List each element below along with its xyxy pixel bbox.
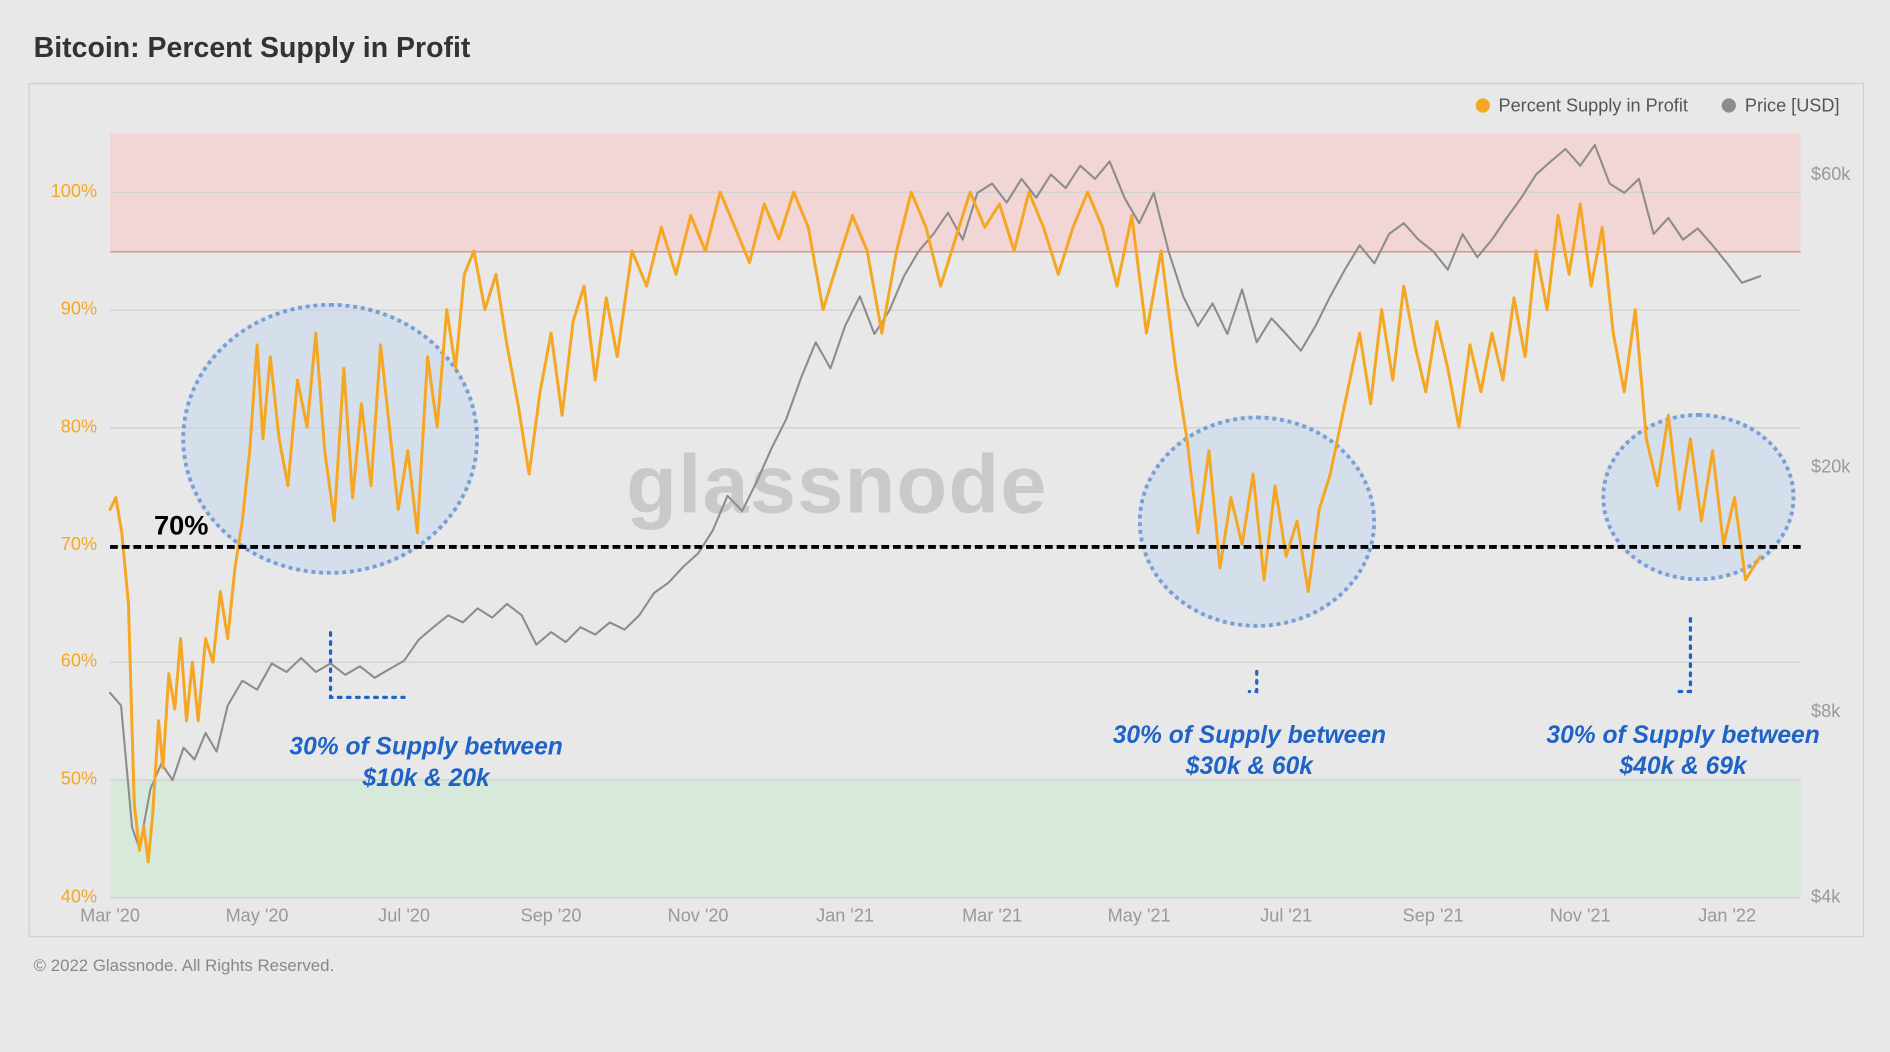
y-right-tick-label: $60k	[1811, 163, 1850, 184]
x-tick-label: May '21	[1108, 905, 1171, 926]
annotation: 30% of Supply between$40k & 69k	[1546, 721, 1819, 782]
legend-item-price: Price [USD]	[1722, 95, 1840, 116]
x-tick-label: May '20	[226, 905, 289, 926]
annotation-line2: $10k & 20k	[289, 763, 562, 794]
legend-label-supply: Percent Supply in Profit	[1499, 95, 1688, 116]
y-left-tick-label: 90%	[61, 298, 97, 319]
annotation-leader	[1249, 671, 1256, 691]
threshold-line	[110, 545, 1801, 549]
x-tick-label: Nov '20	[668, 905, 729, 926]
y-right-tick-label: $4k	[1811, 885, 1840, 906]
legend: Percent Supply in Profit Price [USD]	[1475, 95, 1839, 116]
legend-dot-supply	[1475, 98, 1489, 112]
annotation-line2: $30k & 60k	[1113, 752, 1386, 783]
annotation-line1: 30% of Supply between	[1546, 721, 1819, 752]
gridline	[110, 897, 1801, 898]
y-left-tick-label: 100%	[51, 180, 97, 201]
annotation-line1: 30% of Supply between	[1113, 721, 1386, 752]
y-left-tick-label: 70%	[61, 533, 97, 554]
legend-dot-price	[1722, 98, 1736, 112]
annotation-leader	[1676, 619, 1691, 692]
plot-area: glassnode70%30% of Supply between$10k & …	[110, 133, 1801, 897]
x-tick-label: Sep '21	[1403, 905, 1464, 926]
y-left-tick-label: 80%	[61, 415, 97, 436]
copyright: © 2022 Glassnode. All Rights Reserved.	[34, 955, 1862, 974]
annotation-line1: 30% of Supply between	[289, 733, 562, 764]
annotation: 30% of Supply between$10k & 20k	[289, 733, 562, 794]
legend-item-supply: Percent Supply in Profit	[1475, 95, 1688, 116]
x-tick-label: Mar '21	[962, 905, 1022, 926]
x-tick-label: Jan '22	[1698, 905, 1756, 926]
x-tick-label: Mar '20	[80, 905, 140, 926]
x-tick-label: Sep '20	[521, 905, 582, 926]
y-left-tick-label: 60%	[61, 650, 97, 671]
annotation-leader	[331, 633, 405, 698]
x-tick-label: Nov '21	[1550, 905, 1611, 926]
y-left-tick-label: 40%	[61, 885, 97, 906]
y-right-tick-label: $8k	[1811, 700, 1840, 721]
x-tick-label: Jul '20	[378, 905, 430, 926]
annotation: 30% of Supply between$30k & 60k	[1113, 721, 1386, 782]
y-right-tick-label: $20k	[1811, 456, 1850, 477]
page: Bitcoin: Percent Supply in Profit Percen…	[0, 0, 1890, 1049]
annotation-line2: $40k & 69k	[1546, 752, 1819, 783]
chart-frame: Percent Supply in Profit Price [USD] gla…	[28, 83, 1864, 937]
chart-title: Bitcoin: Percent Supply in Profit	[34, 31, 1862, 65]
legend-label-price: Price [USD]	[1745, 95, 1840, 116]
y-left-tick-label: 50%	[61, 768, 97, 789]
threshold-label: 70%	[154, 511, 208, 545]
x-tick-label: Jan '21	[816, 905, 874, 926]
x-tick-label: Jul '21	[1260, 905, 1312, 926]
